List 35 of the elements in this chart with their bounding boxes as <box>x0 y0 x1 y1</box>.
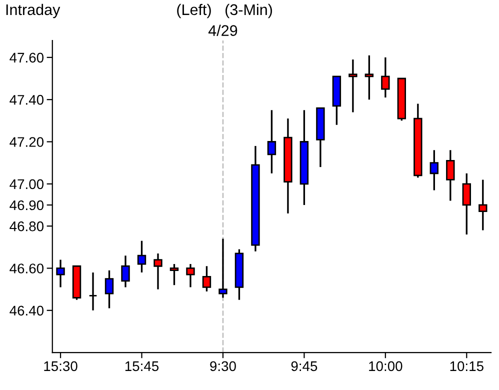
candlestick <box>364 54 374 100</box>
y-tick-label: 46.80 <box>10 221 44 232</box>
chart-title: Intraday <box>6 4 60 18</box>
x-tick-label: 9:45 <box>291 361 318 372</box>
candlestick <box>446 149 455 202</box>
y-tick-label: 46.40 <box>10 306 44 316</box>
candlestick <box>186 263 195 288</box>
candlestick <box>218 238 228 299</box>
candlestick <box>462 172 471 236</box>
candlestick <box>137 240 146 274</box>
x-tick-label: 9:30 <box>210 361 236 372</box>
x-tick-label: 10:00 <box>369 361 402 372</box>
candlestick <box>88 272 98 312</box>
y-tick-label: 47.60 <box>10 52 44 63</box>
x-tick-label: 10:15 <box>450 361 484 372</box>
candlestick <box>121 254 130 288</box>
candlestick <box>267 109 276 174</box>
candlestick <box>104 270 114 310</box>
chart-subtitle: (Left) (3-Min) <box>177 4 272 18</box>
x-tick-label: 15:45 <box>125 361 159 372</box>
y-tick-label: 46.60 <box>10 264 44 274</box>
candlestick <box>56 258 65 288</box>
ref-line-label: 4/29 <box>208 24 238 36</box>
y-tick-label: 46.90 <box>10 200 44 210</box>
y-tick-label: 47.40 <box>10 94 44 105</box>
candlestick <box>202 265 212 292</box>
x-tick-label: 15:30 <box>44 361 78 372</box>
candlestick <box>430 149 439 192</box>
candlestick <box>381 56 390 98</box>
candlestick <box>154 252 162 290</box>
candlestick <box>478 178 488 232</box>
candlestick <box>348 58 358 114</box>
candlestick <box>170 263 179 286</box>
y-tick-label: 47.20 <box>10 137 44 147</box>
y-tick-label: 47.00 <box>10 179 44 190</box>
